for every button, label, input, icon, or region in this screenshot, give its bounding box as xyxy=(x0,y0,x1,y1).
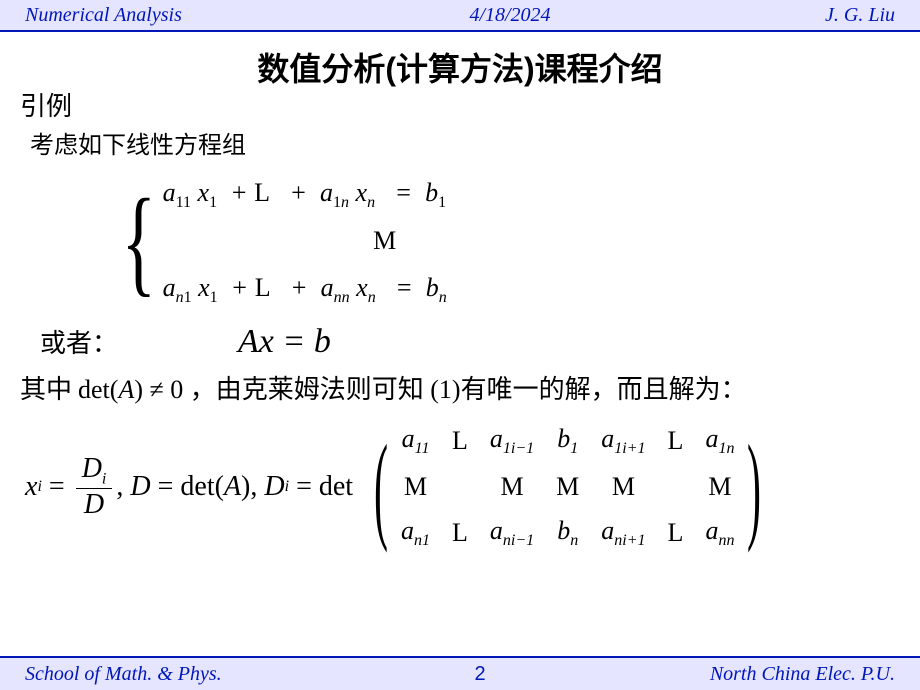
determinant-matrix: ( a11 L a1i−1 b1 a1i+1 L a1n M M M M M a… xyxy=(361,424,774,550)
system-row-3: an1 x1 + L + ann xn = bn xyxy=(163,265,447,313)
matrix-body: a11 L a1i−1 b1 a1i+1 L a1n M M M M M an1… xyxy=(401,424,734,550)
page-number: 2 xyxy=(345,663,615,686)
cramer-formula: xi = Di D , D = det(A), Di = det ( a11 L… xyxy=(25,424,900,550)
det-condition: det(A) ≠ 0 xyxy=(78,375,190,404)
matrix-equation: Ax = b xyxy=(238,323,331,361)
intro-label: 引例 xyxy=(20,86,900,123)
content-area: 引例 考虑如下线性方程组 { a11 x1 + L + a1n xn = b1 … xyxy=(0,86,920,550)
footer-left: School of Math. & Phys. xyxy=(25,663,345,686)
system-row-2: M xyxy=(163,218,447,265)
header-bar: Numerical Analysis 4/18/2024 J. G. Liu xyxy=(0,0,920,32)
equation-system: { a11 x1 + L + a1n xn = b1 M an1 x1 + L … xyxy=(110,170,900,313)
cond-prefix: 其中 xyxy=(20,375,72,404)
footer-right: North China Elec. P.U. xyxy=(615,663,895,686)
fraction: Di D xyxy=(76,453,113,522)
header-date: 4/18/2024 xyxy=(325,4,695,27)
or-line: 或者： Ax = b xyxy=(40,323,900,361)
footer-bar: School of Math. & Phys. 2 North China El… xyxy=(0,656,920,690)
condition-line: 其中 det(A) ≠ 0 ，由克莱姆法则可知 (1)有唯一的解，而且解为： xyxy=(20,369,900,406)
header-left: Numerical Analysis xyxy=(25,4,325,27)
page-title: 数值分析(计算方法)课程介绍 xyxy=(0,44,920,90)
cond-suffix: ，由克莱姆法则可知 (1)有唯一的解，而且解为： xyxy=(190,375,747,404)
system-body: a11 x1 + L + a1n xn = b1 M an1 x1 + L + … xyxy=(163,170,447,313)
or-text: 或者： xyxy=(40,323,118,360)
system-row-1: a11 x1 + L + a1n xn = b1 xyxy=(163,170,447,218)
left-brace: { xyxy=(122,181,157,301)
prompt-text: 考虑如下线性方程组 xyxy=(30,125,900,160)
matrix-rparen: ) xyxy=(747,432,761,542)
matrix-lparen: ( xyxy=(374,432,388,542)
header-author: J. G. Liu xyxy=(695,4,895,27)
